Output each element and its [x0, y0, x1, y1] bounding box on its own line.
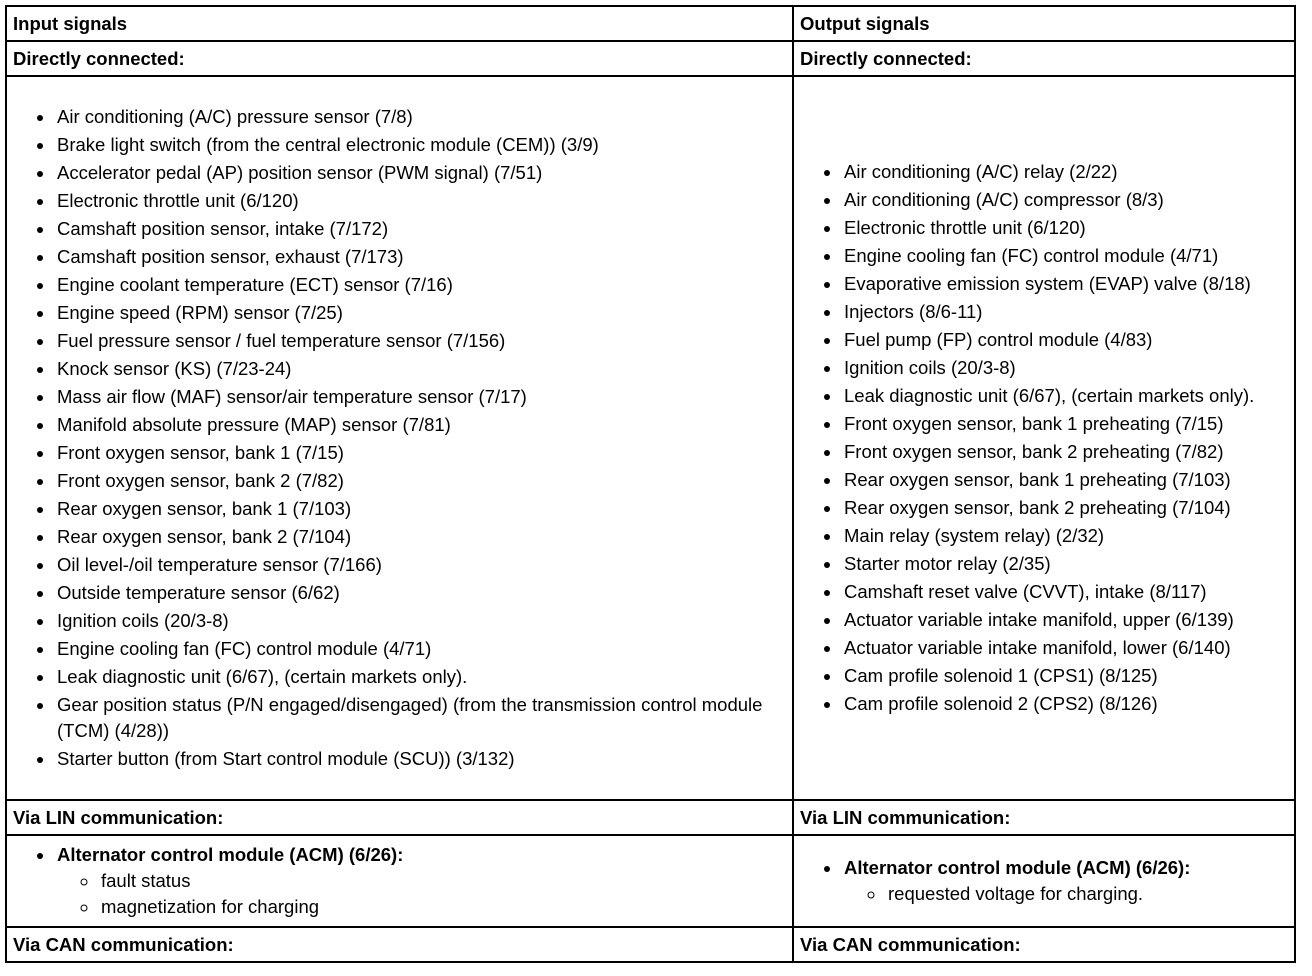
sub-item: fault status	[99, 868, 786, 894]
list-item: Cam profile solenoid 1 (CPS1) (8/125)	[842, 663, 1288, 689]
list-item: Camshaft reset valve (CVVT), intake (8/1…	[842, 579, 1288, 605]
list-item: Rear oxygen sensor, bank 2 (7/104)	[55, 524, 786, 550]
list-item: Alternator control module (ACM) (6/26): f…	[55, 842, 786, 920]
list-item: Rear oxygen sensor, bank 1 preheating (7…	[842, 467, 1288, 493]
list-item: Air conditioning (A/C) pressure sensor (…	[55, 104, 786, 130]
section-list-row: Alternator control module (ACM) (6/26): f…	[5, 834, 1296, 928]
sub-list: requested voltage for charging.	[844, 881, 1288, 907]
list-item: Starter button (from Start control modul…	[55, 746, 786, 772]
list-item: Evaporative emission system (EVAP) valve…	[842, 271, 1288, 297]
section-heading: Via LIN communication:	[5, 799, 794, 836]
section-heading-row: Directly connected: Directly connected:	[5, 40, 1296, 77]
list-item: Fuel pump (FP) control module (4/83)	[842, 327, 1288, 353]
section-heading-row: Via LIN communication: Via LIN communicat…	[5, 799, 1296, 836]
table-body: Input signals Output signals Directly conn…	[5, 5, 1296, 963]
list-item: Air conditioning (A/C) compressor (8/3)	[842, 187, 1288, 213]
list-item: Camshaft position sensor, exhaust (7/173…	[55, 244, 786, 270]
list-item: Camshaft position sensor, intake (7/172)	[55, 216, 786, 242]
section-list-row: Air conditioning (A/C) pressure sensor (…	[5, 75, 1296, 801]
section-heading: Via CAN communication:	[792, 926, 1296, 963]
list-cell: Air conditioning (A/C) pressure sensor (…	[5, 75, 794, 801]
list-item: Front oxygen sensor, bank 1 preheating (…	[842, 411, 1288, 437]
list-item: Front oxygen sensor, bank 2 (7/82)	[55, 468, 786, 494]
list-item: Front oxygen sensor, bank 2 preheating (…	[842, 439, 1288, 465]
bullet-list: Air conditioning (A/C) relay (2/22)Air c…	[800, 159, 1288, 717]
section-heading: Directly connected:	[5, 40, 794, 77]
section-heading: Directly connected:	[792, 40, 1296, 77]
list-item: Mass air flow (MAF) sensor/air temperatu…	[55, 384, 786, 410]
list-item: Brake light switch (from the central ele…	[55, 132, 786, 158]
list-cell: Air conditioning (A/C) relay (2/22)Air c…	[792, 75, 1296, 801]
list-item: Gear position status (P/N engaged/diseng…	[55, 692, 786, 744]
list-item: Engine coolant temperature (ECT) sensor …	[55, 272, 786, 298]
sub-item: requested voltage for charging.	[886, 881, 1288, 907]
item-title: Alternator control module (ACM) (6/26):	[844, 857, 1191, 878]
list-item: Engine cooling fan (FC) control module (…	[842, 243, 1288, 269]
bullet-list: Alternator control module (ACM) (6/26): f…	[13, 842, 786, 920]
list-item: Ignition coils (20/3-8)	[842, 355, 1288, 381]
list-item: Cam profile solenoid 2 (CPS2) (8/126)	[842, 691, 1288, 717]
list-item: Alternator control module (ACM) (6/26): r…	[842, 855, 1288, 907]
list-cell: Alternator control module (ACM) (6/26): f…	[5, 834, 794, 928]
list-item: Engine speed (RPM) sensor (7/25)	[55, 300, 786, 326]
list-item: Oil level-/oil temperature sensor (7/166…	[55, 552, 786, 578]
list-item: Fuel pressure sensor / fuel temperature …	[55, 328, 786, 354]
list-item: Front oxygen sensor, bank 1 (7/15)	[55, 440, 786, 466]
item-title: Alternator control module (ACM) (6/26):	[57, 844, 404, 865]
list-item: Leak diagnostic unit (6/67), (certain ma…	[55, 664, 786, 690]
column-header: Output signals	[792, 5, 1296, 42]
list-item: Rear oxygen sensor, bank 1 (7/103)	[55, 496, 786, 522]
section-heading: Via LIN communication:	[792, 799, 1296, 836]
list-item: Rear oxygen sensor, bank 2 preheating (7…	[842, 495, 1288, 521]
bullet-list: Air conditioning (A/C) pressure sensor (…	[13, 104, 786, 772]
list-item: Manifold absolute pressure (MAP) sensor …	[55, 412, 786, 438]
list-item: Starter motor relay (2/35)	[842, 551, 1288, 577]
list-item: Injectors (8/6-11)	[842, 299, 1288, 325]
sub-item: magnetization for charging	[99, 894, 786, 920]
section-heading-row: Via CAN communication: Via CAN communicat…	[5, 926, 1296, 963]
list-cell: Alternator control module (ACM) (6/26): r…	[792, 834, 1296, 928]
list-item: Outside temperature sensor (6/62)	[55, 580, 786, 606]
list-item: Main relay (system relay) (2/32)	[842, 523, 1288, 549]
section-heading: Via CAN communication:	[5, 926, 794, 963]
list-item: Electronic throttle unit (6/120)	[842, 215, 1288, 241]
list-item: Actuator variable intake manifold, lower…	[842, 635, 1288, 661]
sub-list: fault statusmagnetization for charging	[57, 868, 786, 920]
column-header: Input signals	[5, 5, 794, 42]
list-item: Actuator variable intake manifold, upper…	[842, 607, 1288, 633]
list-item: Leak diagnostic unit (6/67), (certain ma…	[842, 383, 1288, 409]
list-item: Electronic throttle unit (6/120)	[55, 188, 786, 214]
signals-table: Input signals Output signals Directly conn…	[5, 5, 1296, 963]
header-row: Input signals Output signals	[5, 5, 1296, 42]
bullet-list: Alternator control module (ACM) (6/26): r…	[800, 855, 1288, 907]
list-item: Air conditioning (A/C) relay (2/22)	[842, 159, 1288, 185]
list-item: Ignition coils (20/3-8)	[55, 608, 786, 634]
document: Input signals Output signals Directly conn…	[5, 5, 1296, 963]
list-item: Engine cooling fan (FC) control module (…	[55, 636, 786, 662]
list-item: Knock sensor (KS) (7/23-24)	[55, 356, 786, 382]
list-item: Accelerator pedal (AP) position sensor (…	[55, 160, 786, 186]
